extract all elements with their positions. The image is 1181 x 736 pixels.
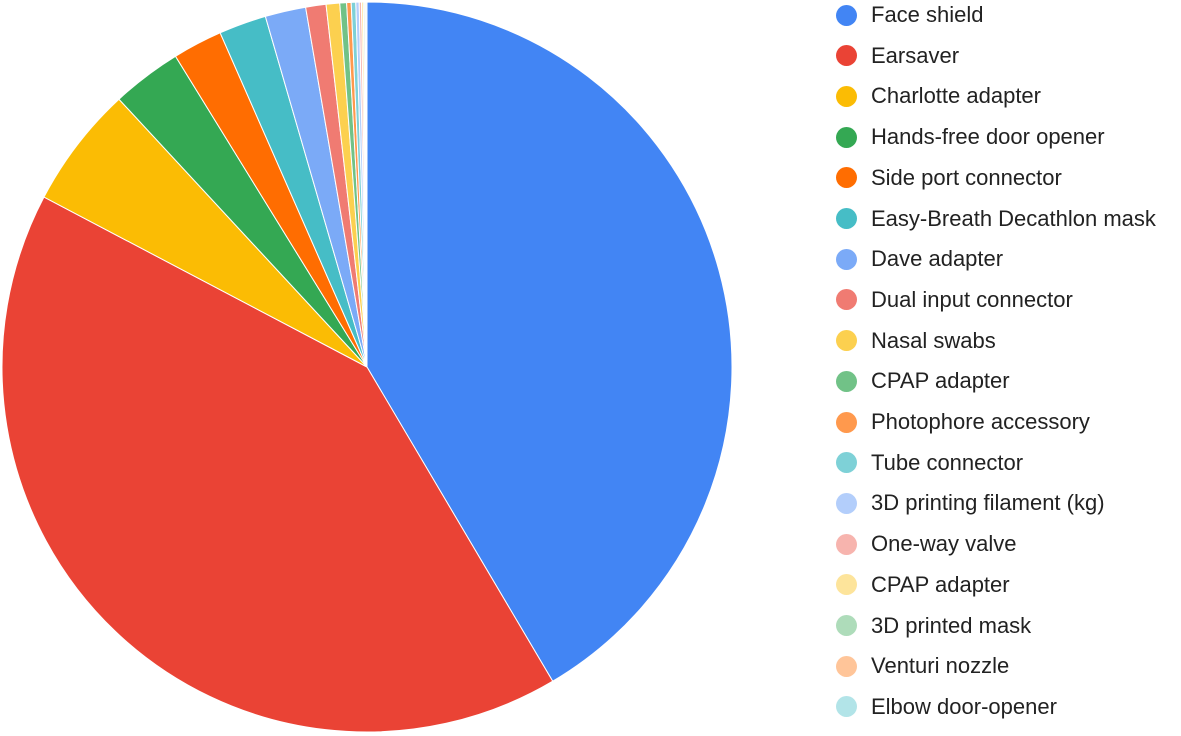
legend-label: Charlotte adapter xyxy=(871,83,1041,109)
legend-item[interactable]: Earsaver xyxy=(836,41,959,71)
legend-label: Side port connector xyxy=(871,164,1062,190)
legend-swatch xyxy=(836,330,857,352)
legend-swatch xyxy=(836,126,857,148)
legend-item[interactable]: Face shield xyxy=(836,0,984,30)
legend-swatch xyxy=(836,452,857,474)
legend-item[interactable]: Venturi nozzle xyxy=(836,651,1009,681)
legend-item[interactable]: Charlotte adapter xyxy=(836,81,1041,111)
legend-item[interactable]: Dave adapter xyxy=(836,244,1003,274)
legend-item[interactable]: One-way valve xyxy=(836,529,1017,559)
legend-item[interactable]: Photophore accessory xyxy=(836,407,1090,437)
legend-label: 3D printing filament (kg) xyxy=(871,490,1105,516)
legend-item[interactable]: 3D printing filament (kg) xyxy=(836,488,1105,518)
legend-label: Hands-free door opener xyxy=(871,124,1105,150)
legend-swatch xyxy=(836,289,857,311)
legend-swatch xyxy=(836,574,857,596)
legend-item[interactable]: Dual input connector xyxy=(836,285,1073,315)
legend-swatch xyxy=(836,45,857,67)
legend-label: 3D printed mask xyxy=(871,612,1032,638)
legend-swatch xyxy=(836,696,857,718)
legend-label: Earsaver xyxy=(871,42,960,68)
legend-swatch xyxy=(836,533,857,555)
legend-swatch xyxy=(836,208,857,229)
legend-swatch xyxy=(836,370,857,392)
legend-label: CPAP adapter xyxy=(871,571,1010,597)
pie-slice-1[interactable] xyxy=(1,196,554,733)
legend-swatch xyxy=(836,248,857,270)
legend-label: Venturi nozzle xyxy=(871,653,1010,679)
legend-label: Face shield xyxy=(871,2,984,27)
legend-swatch xyxy=(836,411,857,433)
legend-label: Tube connector xyxy=(871,449,1024,475)
pie-slice-17[interactable] xyxy=(365,1,368,368)
legend-item[interactable]: Elbow door-opener xyxy=(836,692,1057,722)
legend-item[interactable]: Easy-Breath Decathlon mask xyxy=(836,204,1156,234)
legend-label: Elbow door-opener xyxy=(871,693,1057,719)
legend-item[interactable]: Nasal swabs xyxy=(836,326,996,356)
legend-label: Easy-Breath Decathlon mask xyxy=(871,205,1156,231)
legend-swatch xyxy=(836,167,857,189)
legend-swatch xyxy=(836,492,857,514)
legend-label: CPAP adapter xyxy=(871,368,1010,394)
legend-label: Dave adapter xyxy=(871,246,1004,272)
pie-slice-0[interactable] xyxy=(366,1,733,682)
legend-label: Dual input connector xyxy=(871,286,1073,312)
legend-label: One-way valve xyxy=(871,531,1017,557)
legend-swatch xyxy=(836,85,857,107)
legend-label: Photophore accessory xyxy=(871,409,1090,434)
legend-item[interactable]: CPAP adapter xyxy=(836,366,1010,396)
legend-item[interactable]: CPAP adapter xyxy=(836,570,1010,600)
pie-plot-area xyxy=(1,1,733,733)
legend-swatch xyxy=(836,615,857,636)
legend-item[interactable]: 3D printed mask xyxy=(836,611,1031,641)
legend-swatch xyxy=(836,655,857,677)
legend-item[interactable]: Tube connector xyxy=(836,448,1023,478)
legend-item[interactable]: Hands-free door opener xyxy=(836,122,1105,152)
legend-label: Nasal swabs xyxy=(871,327,996,353)
legend-swatch xyxy=(836,4,857,26)
legend-item[interactable]: Side port connector xyxy=(836,163,1062,193)
